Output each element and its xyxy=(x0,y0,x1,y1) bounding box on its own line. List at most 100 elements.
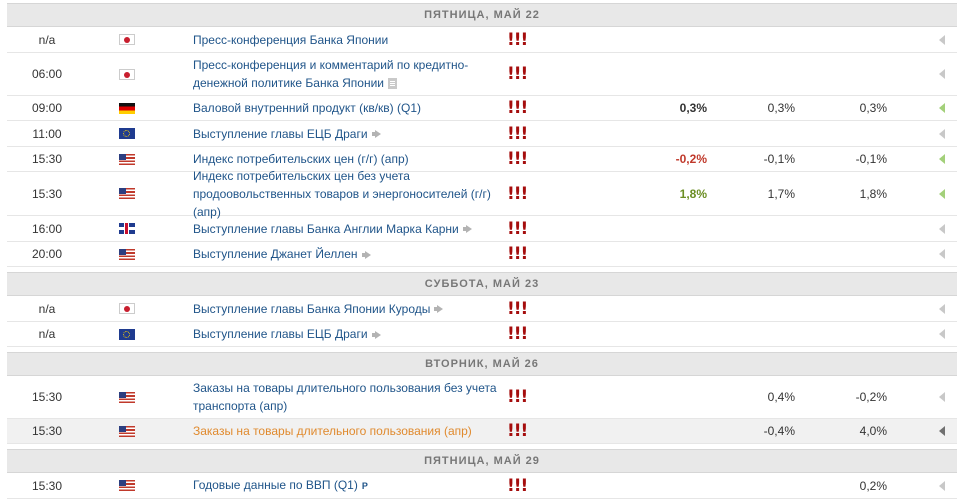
previous-value: 1,8% xyxy=(859,186,887,201)
event-time: 15:30 xyxy=(31,478,63,493)
importance-indicator: !!! xyxy=(507,475,528,496)
importance-indicator: !!! xyxy=(507,149,528,169)
expand-arrow-icon[interactable] xyxy=(939,154,945,164)
expand-arrow-icon[interactable] xyxy=(939,128,945,139)
day-header: Суббота, май 23 xyxy=(7,272,957,296)
usa-flag-icon xyxy=(119,248,135,260)
importance-indicator: !!! xyxy=(507,183,528,204)
event-row[interactable]: 09:00 Валовой внутренний продукт (кв/кв)… xyxy=(7,96,957,121)
actual-value: -0,2% xyxy=(675,152,707,166)
speaker-icon xyxy=(434,305,444,314)
event-row[interactable]: 16:00 Выступление главы Банка Англии Мар… xyxy=(7,216,957,242)
importance-indicator: !!! xyxy=(507,324,528,344)
event-time: 15:30 xyxy=(31,424,63,438)
speaker-icon xyxy=(361,250,372,259)
day-header: Пятница, май 22 xyxy=(7,3,957,27)
importance-indicator: !!! xyxy=(507,387,528,407)
previous-value: 0,3% xyxy=(859,101,887,115)
event-row[interactable]: 15:30 Годовые данные по ВВП (Q1) P !!! 0,… xyxy=(7,473,957,499)
expand-arrow-icon[interactable] xyxy=(939,69,945,79)
forecast-value: 0,3% xyxy=(767,101,795,115)
germany-flag-icon xyxy=(119,102,135,114)
previous-value: -0,2% xyxy=(855,390,887,404)
uk-flag-icon xyxy=(119,223,135,234)
preliminary-icon: P xyxy=(361,480,368,491)
speaker-icon xyxy=(462,225,473,234)
event-title-link[interactable]: Заказы на товары длительного пользования… xyxy=(193,381,497,413)
event-title-link[interactable]: Годовые данные по ВВП (Q1) xyxy=(193,478,358,493)
speaker-icon xyxy=(371,130,382,139)
importance-indicator: !!! xyxy=(507,218,528,239)
importance-indicator: !!! xyxy=(507,29,528,50)
event-title-link[interactable]: Выступление Джанет Йеллен xyxy=(193,247,358,261)
event-time: 06:00 xyxy=(31,67,63,81)
expand-arrow-icon[interactable] xyxy=(939,188,945,199)
day-header: Пятница, май 29 xyxy=(7,449,957,473)
forecast-value: -0,4% xyxy=(763,424,795,438)
eu-flag-icon xyxy=(119,328,135,340)
actual-value: 1,8% xyxy=(679,186,707,201)
document-icon xyxy=(387,78,397,90)
event-title-link[interactable]: Заказы на товары длительного пользования… xyxy=(193,424,472,438)
importance-indicator: !!! xyxy=(507,244,528,264)
event-row[interactable]: 11:00 Выступление главы ЕЦБ Драги !!! xyxy=(7,121,957,147)
forecast-value: -0,1% xyxy=(763,152,795,166)
event-row[interactable]: 15:30 Индекс потребительских цен без уче… xyxy=(7,168,957,219)
event-row[interactable]: 15:30 Индекс потребительских цен (г/г) (… xyxy=(7,147,957,172)
event-time: 16:00 xyxy=(31,221,63,236)
importance-indicator: !!! xyxy=(507,421,528,441)
importance-indicator: !!! xyxy=(507,298,528,319)
usa-flag-icon xyxy=(119,153,135,165)
expand-arrow-icon[interactable] xyxy=(939,34,945,45)
expand-arrow-icon[interactable] xyxy=(939,426,945,436)
event-title-link[interactable]: Выступление главы Банка Японии Куроды xyxy=(193,301,431,316)
expand-arrow-icon[interactable] xyxy=(939,103,945,113)
economic-calendar: Пятница, май 22 n/a Пресс-конференция Ба… xyxy=(7,3,957,499)
expand-arrow-icon[interactable] xyxy=(939,223,945,234)
event-title-link[interactable]: Индекс потребительских цен без учета про… xyxy=(193,168,491,219)
event-time: n/a xyxy=(38,327,56,341)
event-row[interactable]: 20:00 Выступление Джанет Йеллен !!! xyxy=(7,242,957,267)
event-time: 11:00 xyxy=(32,126,62,141)
japan-flag-icon xyxy=(119,34,135,45)
event-title-link[interactable]: Валовой внутренний продукт (кв/кв) (Q1) xyxy=(193,101,421,115)
event-row[interactable]: 15:30 Заказы на товары длительного польз… xyxy=(7,376,957,419)
expand-arrow-icon[interactable] xyxy=(939,392,945,402)
event-time: 15:30 xyxy=(31,186,63,201)
event-title-link[interactable]: Пресс-конференция и комментарий по креди… xyxy=(193,58,469,90)
event-row[interactable]: 06:00 Пресс-конференция и комментарий по… xyxy=(7,53,957,96)
event-row[interactable]: n/a Выступление главы Банка Японии Курод… xyxy=(7,296,957,322)
event-row[interactable]: n/a Пресс-конференция Банка Японии !!! xyxy=(7,27,957,53)
usa-flag-icon xyxy=(119,391,135,403)
actual-value: 0,3% xyxy=(679,101,707,115)
previous-value: 4,0% xyxy=(859,424,887,438)
event-time: n/a xyxy=(38,32,56,47)
event-title-link[interactable]: Выступление главы Банка Англии Марка Кар… xyxy=(193,221,459,236)
expand-arrow-icon[interactable] xyxy=(939,480,945,491)
eu-flag-icon xyxy=(119,128,135,139)
forecast-value: 1,7% xyxy=(767,186,795,201)
event-time: n/a xyxy=(38,301,56,316)
usa-flag-icon xyxy=(119,480,135,491)
usa-flag-icon xyxy=(119,425,135,437)
event-time: 15:30 xyxy=(31,152,63,166)
event-title-link[interactable]: Выступление главы ЕЦБ Драги xyxy=(193,126,368,141)
importance-indicator: !!! xyxy=(507,123,528,144)
event-time: 15:30 xyxy=(31,390,63,404)
event-title-link[interactable]: Пресс-конференция Банка Японии xyxy=(193,32,389,47)
forecast-value: 0,4% xyxy=(767,390,795,404)
previous-value: 0,2% xyxy=(859,478,887,493)
usa-flag-icon xyxy=(119,188,135,199)
expand-arrow-icon[interactable] xyxy=(939,249,945,259)
speaker-icon xyxy=(371,330,382,339)
japan-flag-icon xyxy=(119,68,135,80)
expand-arrow-icon[interactable] xyxy=(939,303,945,314)
previous-value: -0,1% xyxy=(855,152,887,166)
event-title-link[interactable]: Индекс потребительских цен (г/г) (апр) xyxy=(193,152,409,166)
event-row[interactable]: n/a Выступление главы ЕЦБ Драги !!! xyxy=(7,322,957,347)
expand-arrow-icon[interactable] xyxy=(939,329,945,339)
event-row[interactable]: 15:30 Заказы на товары длительного польз… xyxy=(7,419,957,444)
event-title-link[interactable]: Выступление главы ЕЦБ Драги xyxy=(193,327,368,341)
event-time: 20:00 xyxy=(31,247,63,261)
importance-indicator: !!! xyxy=(507,64,528,84)
